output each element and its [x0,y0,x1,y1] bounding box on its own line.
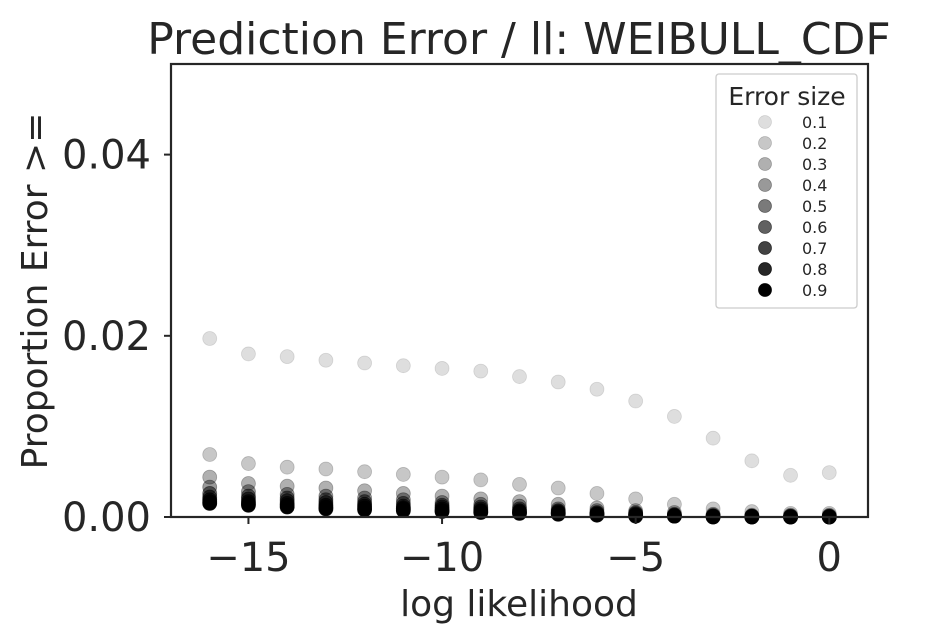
legend-box [715,73,858,309]
data-point [241,456,256,471]
data-point [279,499,295,515]
data-point [202,447,218,462]
data-point [357,502,373,518]
legend-label: 0.2 [802,134,827,153]
x-tick-label: −10 [400,535,484,581]
data-point [395,467,411,482]
legend-label: 0.3 [802,155,827,174]
legend-marker [758,178,772,192]
legend-item: 0.7 [758,239,827,258]
legend-label: 0.1 [802,113,827,132]
legend-marker [758,115,772,129]
legend-label: 0.6 [802,218,827,237]
legend-item: 0.5 [758,197,827,216]
x-tick-label: 0 [817,535,842,581]
y-tick-label: 0.04 [62,133,151,179]
x-axis-label: log likelihood [400,584,638,625]
data-point [628,491,644,507]
data-point [666,409,682,424]
data-point [550,480,566,496]
series-0.1 [202,331,837,483]
legend-item: 0.6 [758,218,827,237]
legend-item: 0.1 [758,113,827,132]
data-point [550,506,566,522]
legend-item: 0.9 [758,281,827,300]
x-axis-ticks: −15 −10 −5 0 [206,517,842,581]
legend-marker [758,199,772,213]
data-point [434,469,450,485]
legend-marker [758,157,772,171]
data-point [279,349,295,365]
data-point [357,464,373,480]
data-point [744,453,760,469]
data-point [473,472,489,488]
data-point [395,503,411,519]
legend-marker [758,136,772,150]
data-point [202,469,218,485]
data-point [357,355,373,371]
legend-marker [758,220,772,234]
legend-item: 0.3 [758,155,827,174]
data-point [202,331,218,346]
data-points [202,331,837,525]
data-point [395,358,411,374]
data-point [783,467,798,483]
legend-marker [758,283,772,297]
y-axis-label: Proportion Error >= [15,113,56,470]
legend-title: Error size [728,82,845,111]
legend-label: 0.9 [802,281,827,300]
data-point [589,381,605,397]
legend: Error size 0.1 0.2 0.3 0.4 0.5 0.6 0.7 0.8 0.9 [715,73,858,309]
data-point [202,496,218,511]
data-point [589,507,605,523]
legend-label: 0.5 [802,197,827,216]
x-tick-label: −5 [606,535,665,581]
data-point [241,497,256,513]
chart-title: Prediction Error / ll: WEIBULL_CDF [147,14,891,65]
data-point [434,361,450,376]
legend-item: 0.2 [758,134,827,153]
legend-label: 0.7 [802,239,827,258]
data-point [241,346,256,362]
legend-label: 0.4 [802,176,827,195]
legend-item: 0.8 [758,260,827,279]
y-axis-ticks: 0.00 0.02 0.04 [62,133,171,541]
data-point [512,369,527,384]
data-point [628,393,644,409]
legend-label: 0.8 [802,260,827,279]
y-tick-label: 0.00 [62,495,151,541]
legend-item: 0.4 [758,176,827,195]
data-point [279,459,295,475]
data-point [589,486,605,501]
data-point [473,363,489,379]
data-point [512,505,527,521]
legend-marker [758,262,772,276]
legend-items: 0.1 0.2 0.3 0.4 0.5 0.6 0.7 0.8 0.9 [758,113,827,300]
data-point [512,476,527,492]
data-point [705,430,721,446]
plot-frame [169,62,870,519]
data-point [318,461,334,477]
y-tick-label: 0.02 [62,314,151,360]
data-point [318,352,334,368]
data-point [821,465,837,481]
x-tick-label: −15 [206,535,290,581]
legend-marker [758,241,772,255]
data-point [318,501,334,517]
data-point [550,374,566,390]
